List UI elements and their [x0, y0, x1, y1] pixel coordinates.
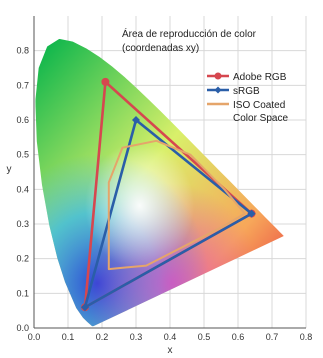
series-srgb-point — [81, 303, 89, 312]
chart-title-line-1: Área de reproducción de color — [122, 27, 257, 40]
x-tick-label: 0.6 — [232, 332, 245, 342]
legend: Adobe RGB sRGB ISO Coated Color Space — [207, 72, 288, 124]
x-tick-label: 0.2 — [96, 332, 109, 342]
x-tick-label: 0.4 — [164, 332, 177, 342]
legend-iso-coated-label: ISO Coated — [233, 100, 285, 111]
y-tick-label: 0.7 — [16, 80, 29, 90]
series-adobe-rgb-point — [101, 77, 110, 86]
y-tick-label: 0.1 — [16, 288, 29, 298]
legend-srgb-label: sRGB — [233, 86, 260, 97]
y-tick-label: 0.3 — [16, 219, 29, 229]
x-tick-label: 0.7 — [266, 332, 279, 342]
series-layer — [81, 77, 256, 312]
x-tick-label: 0.8 — [300, 332, 313, 342]
legend-srgb-marker — [214, 86, 222, 94]
y-tick-label: 0.8 — [16, 46, 29, 56]
axes: 0.0 0.1 0.2 0.3 0.4 0.5 0.6 0.7 0.8 0.0 0.1 0.2 0.3 0… — [7, 16, 313, 356]
y-axis-label: y — [7, 164, 12, 175]
series-srgb-point — [132, 116, 140, 124]
legend-adobe-rgb-label: Adobe RGB — [233, 72, 287, 83]
y-tick-label: 0.0 — [16, 323, 29, 333]
x-axis-label: x — [168, 345, 173, 356]
y-tick-label: 0.4 — [16, 184, 29, 194]
x-tick-label: 0.0 — [28, 332, 41, 342]
x-tick-label: 0.3 — [130, 332, 143, 342]
y-tick-label: 0.5 — [16, 150, 29, 160]
x-tick-label: 0.5 — [198, 332, 211, 342]
series-srgb-outline — [83, 118, 253, 309]
legend-color-space-label: Color Space — [233, 113, 288, 124]
y-tick-label: 0.6 — [16, 115, 29, 125]
series-srgb-point — [247, 209, 256, 218]
series-iso-coated-color-space-outline — [107, 139, 246, 271]
x-tick-label: 0.1 — [62, 332, 75, 342]
chart-title-line-2: (coordenadas xy) — [122, 43, 199, 54]
y-tick-label: 0.2 — [16, 254, 29, 264]
legend-adobe-rgb-marker — [214, 72, 222, 80]
